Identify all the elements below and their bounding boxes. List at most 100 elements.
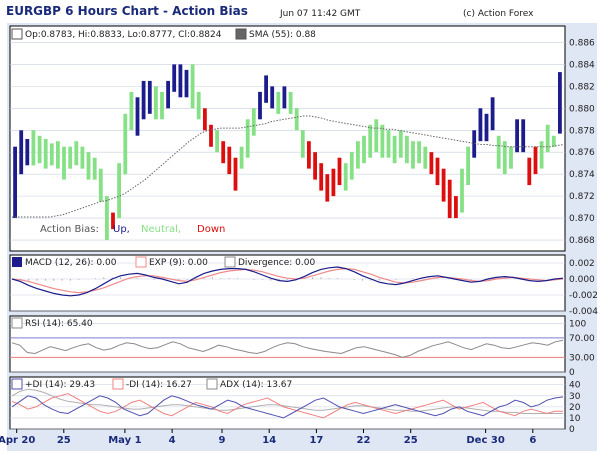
sma-legend-text: SMA (55): 0.88 [249,30,316,40]
price-bar [129,91,134,131]
y-tick-label: 0.874 [569,170,595,180]
x-tick-label: 22 [357,435,371,446]
price-bar [25,139,30,166]
price-bar [19,130,24,175]
price-bar [496,135,501,169]
macd-line [11,266,564,297]
price-bar [258,91,262,120]
price-bar [62,146,66,180]
price-bar [178,64,183,98]
y-tick-label: 0.884 [569,60,595,70]
x-tick-label: Apr 20 [0,435,35,446]
dmi-grid [10,384,565,430]
y-tick-label: 0.870 [569,214,595,224]
price-bar [282,86,287,109]
macd-legend-swatch [12,257,22,267]
price-bar [184,69,189,98]
price-bar [43,139,48,169]
sma-legend-swatch [235,28,247,40]
price-bar [435,157,440,186]
price-bar [166,80,170,109]
plus-di-line [11,395,564,419]
price-bar [264,75,268,103]
macd-panel: 0.002 0.000 -0.002 -0.004 MACD (12, 26): 0.… [9,254,598,317]
price-bar [527,157,532,186]
price-bar [31,130,36,166]
exp-line [11,267,564,294]
y-tick-label: 0 [569,368,575,378]
price-bar [209,124,213,147]
x-tick-label: May 1 [108,435,141,446]
price-bar [251,108,256,136]
dmi-plot-area [9,376,566,430]
minus-di-line [11,393,563,419]
price-bar [313,152,317,180]
chart-copyright: (c) Action Forex [463,9,534,19]
price-bar [86,152,91,180]
y-tick-label: 30.00 [569,353,595,363]
y-tick-label: 100 [569,319,586,329]
rsi-plot-area [9,315,566,373]
price-bar [484,113,489,142]
y-tick-label: 0.878 [569,126,595,136]
rsi-line [11,339,564,358]
y-tick-label: 20 [569,403,581,413]
y-tick-label: 0.876 [569,148,595,158]
x-tick-label: 17 [309,435,323,446]
rsi-legend-text: RSI (14): 65.40 [25,319,93,329]
price-bar [74,141,79,166]
price-panel: 0.886 0.884 0.882 0.880 0.878 0.876 0.874 0.872… [9,25,595,252]
action-bias-down: Down [197,224,225,235]
y-tick-label: 10 [569,414,581,424]
price-bar [227,146,232,175]
macd-plot-area [9,254,566,312]
action-bias-neutral: Neutral, [141,224,181,235]
price-bar [325,174,330,202]
price-bar [98,168,103,202]
price-bar [362,135,366,164]
chart-title: EURGBP 6 Hours Chart - Action Bias [6,4,248,18]
x-tick-label: 9 [219,435,226,446]
ohlc-legend-text: Op:0.8783, Hi:0.8833, Lo:0.8777, Cl:0.88… [25,30,222,40]
y-tick-label: -0.002 [569,291,598,301]
price-bar [300,130,305,158]
price-bar [141,80,146,120]
rsi-panel: 100 70.00 30.00 0 RSI (14): 65.40 [9,315,595,378]
action-bias-up: Up, [113,224,130,235]
price-bar [460,168,464,213]
price-bar [466,146,470,186]
exp-legend-swatch [135,256,147,268]
price-bar [13,146,17,218]
price-bar [509,146,513,169]
price-bar [515,119,519,153]
price-bar [368,124,373,158]
price-bar [92,157,97,180]
adx-legend-text: ADX (14): 13.67 [220,380,292,390]
macd-legend-text: MACD (12, 26): 0.00 [25,258,117,268]
price-bar [356,141,360,169]
price-bar [49,143,54,166]
x-tick-label: Dec 30 [466,435,504,446]
price-bar [521,119,526,153]
rsi-legend-swatch [11,317,23,329]
plus-di-legend-swatch [11,378,23,390]
price-bar [319,163,324,191]
y-tick-label: 30 [569,392,581,402]
price-bar [478,108,483,142]
price-y-ticks: 0.886 0.884 0.882 0.880 0.878 0.876 0.874 0.872… [569,38,595,246]
y-tick-label: 70.00 [569,334,595,344]
price-bar [380,124,385,158]
price-bar [307,141,311,169]
x-tick-label: 25 [57,435,71,446]
y-tick-label: 0.886 [569,38,595,48]
price-bar [245,119,250,158]
adx-legend-swatch [206,378,218,390]
price-bar [37,135,42,164]
price-bar [215,130,219,153]
price-bar [417,141,421,164]
price-bar [68,146,73,169]
price-bar [545,124,550,153]
y-tick-label: 40 [569,381,581,391]
